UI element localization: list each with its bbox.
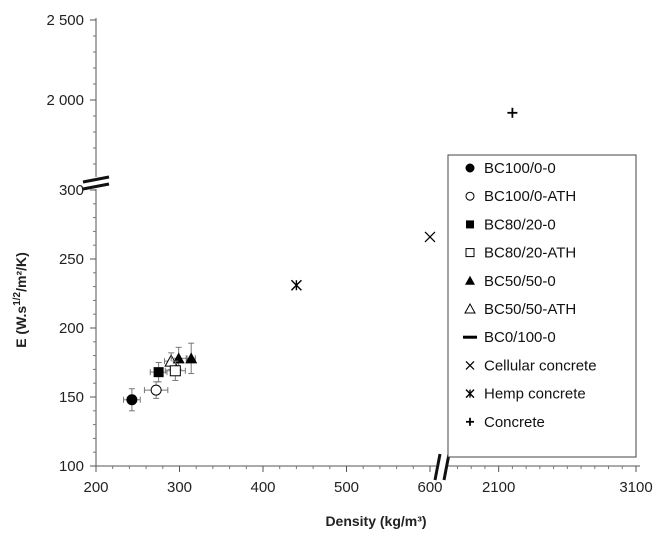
y-axis-title-part-1: E (W.s [13, 306, 29, 348]
marker-shape [150, 384, 162, 396]
marker-shape [153, 367, 164, 378]
legend-marker [466, 220, 474, 229]
legend-label: BC80/20-ATH [484, 245, 576, 262]
legend-entry: BC0/100-0 [463, 329, 556, 346]
x-tick-label: 400 [250, 479, 275, 496]
legend-marker [466, 417, 474, 426]
marker-shape [185, 352, 198, 364]
y-tick-label: 150 [59, 389, 84, 406]
y-tick-label: 250 [59, 251, 84, 268]
x-tick-label: 600 [417, 479, 442, 496]
legend-label: BC100/0-0 [484, 160, 556, 177]
ticks: 100 150 200 250 300 2 000 2 500 200 300 400 500 600… [46, 12, 652, 496]
legend-entry: Concrete [466, 414, 545, 431]
data-point [185, 352, 198, 364]
marker-shape [465, 163, 475, 173]
y-axis-title-superscript: 1/2 [12, 291, 23, 305]
x-tick-label: 500 [334, 479, 359, 496]
legend-label: BC50/50-ATH [484, 301, 576, 318]
y-tick-label: 100 [59, 458, 84, 475]
y-tick-label: 200 [59, 320, 84, 337]
legend: BC100/0-0 BC100/0-ATH BC80/20-0 BC80/20-ATH… [447, 154, 637, 458]
data-point [153, 367, 164, 378]
x-tick-label: 200 [83, 479, 108, 496]
legend-marker [465, 389, 475, 399]
y-tick-label: 300 [59, 182, 84, 199]
legend-label: BC0/100-0 [484, 329, 556, 346]
axes [95, 18, 640, 467]
marker-shape [464, 302, 476, 314]
legend-label: Hemp concrete [484, 386, 586, 403]
marker-shape [424, 231, 436, 243]
data-points [123, 107, 518, 412]
legend-marker [465, 191, 475, 201]
y-tick-label: 2 500 [46, 12, 84, 29]
x-break-mark [433, 453, 442, 481]
legend-entry: BC50/50-ATH [464, 301, 576, 318]
marker-shape [466, 220, 474, 229]
data-point [290, 279, 302, 291]
marker-shape [126, 394, 138, 406]
x-tick-label: 3100 [619, 479, 652, 496]
data-point [424, 231, 436, 243]
legend-marker [465, 360, 475, 370]
data-point [169, 365, 181, 377]
legend-marker [465, 248, 475, 258]
marker-shape [465, 248, 475, 258]
data-point [172, 352, 185, 364]
data-point [507, 107, 518, 118]
y-break-mark [82, 182, 110, 191]
x-axis-title: Density (kg/m³) [325, 513, 426, 529]
legend-marker [465, 275, 475, 285]
legend-entry: BC80/20-0 [466, 216, 556, 233]
x-tick-label: 2100 [482, 479, 515, 496]
data-point [126, 394, 138, 406]
x-tick-label: 300 [167, 479, 192, 496]
y-axis-title-part-2: /m²/K) [13, 252, 29, 292]
y-axis-title: E (W.s1/2/m²/K) [12, 252, 29, 348]
y-tick-label: 2 000 [46, 92, 84, 109]
data-point [150, 384, 162, 396]
legend-entry: BC80/20-ATH [465, 245, 576, 262]
x-break-mark [442, 453, 451, 481]
marker-shape [172, 352, 185, 364]
legend-entry: Cellular concrete [465, 357, 597, 374]
axis-breaks [82, 175, 451, 481]
marker-shape [465, 275, 475, 285]
legend-entry: Hemp concrete [465, 386, 586, 403]
marker-shape [169, 365, 181, 377]
marker-shape [465, 191, 475, 201]
marker-shape [465, 360, 475, 370]
legend-box [447, 154, 637, 458]
legend-label: Concrete [484, 414, 545, 431]
legend-entry: BC100/0-0 [465, 160, 556, 177]
legend-label: Cellular concrete [484, 357, 597, 374]
legend-marker [465, 163, 475, 173]
legend-marker [464, 302, 476, 314]
legend-entry: BC50/50-0 [465, 273, 556, 290]
legend-label: BC80/20-0 [484, 216, 556, 233]
y-break-mark [82, 175, 110, 184]
legend-label: BC50/50-0 [484, 273, 556, 290]
legend-entry: BC100/0-ATH [465, 188, 576, 205]
legend-label: BC100/0-ATH [484, 188, 576, 205]
